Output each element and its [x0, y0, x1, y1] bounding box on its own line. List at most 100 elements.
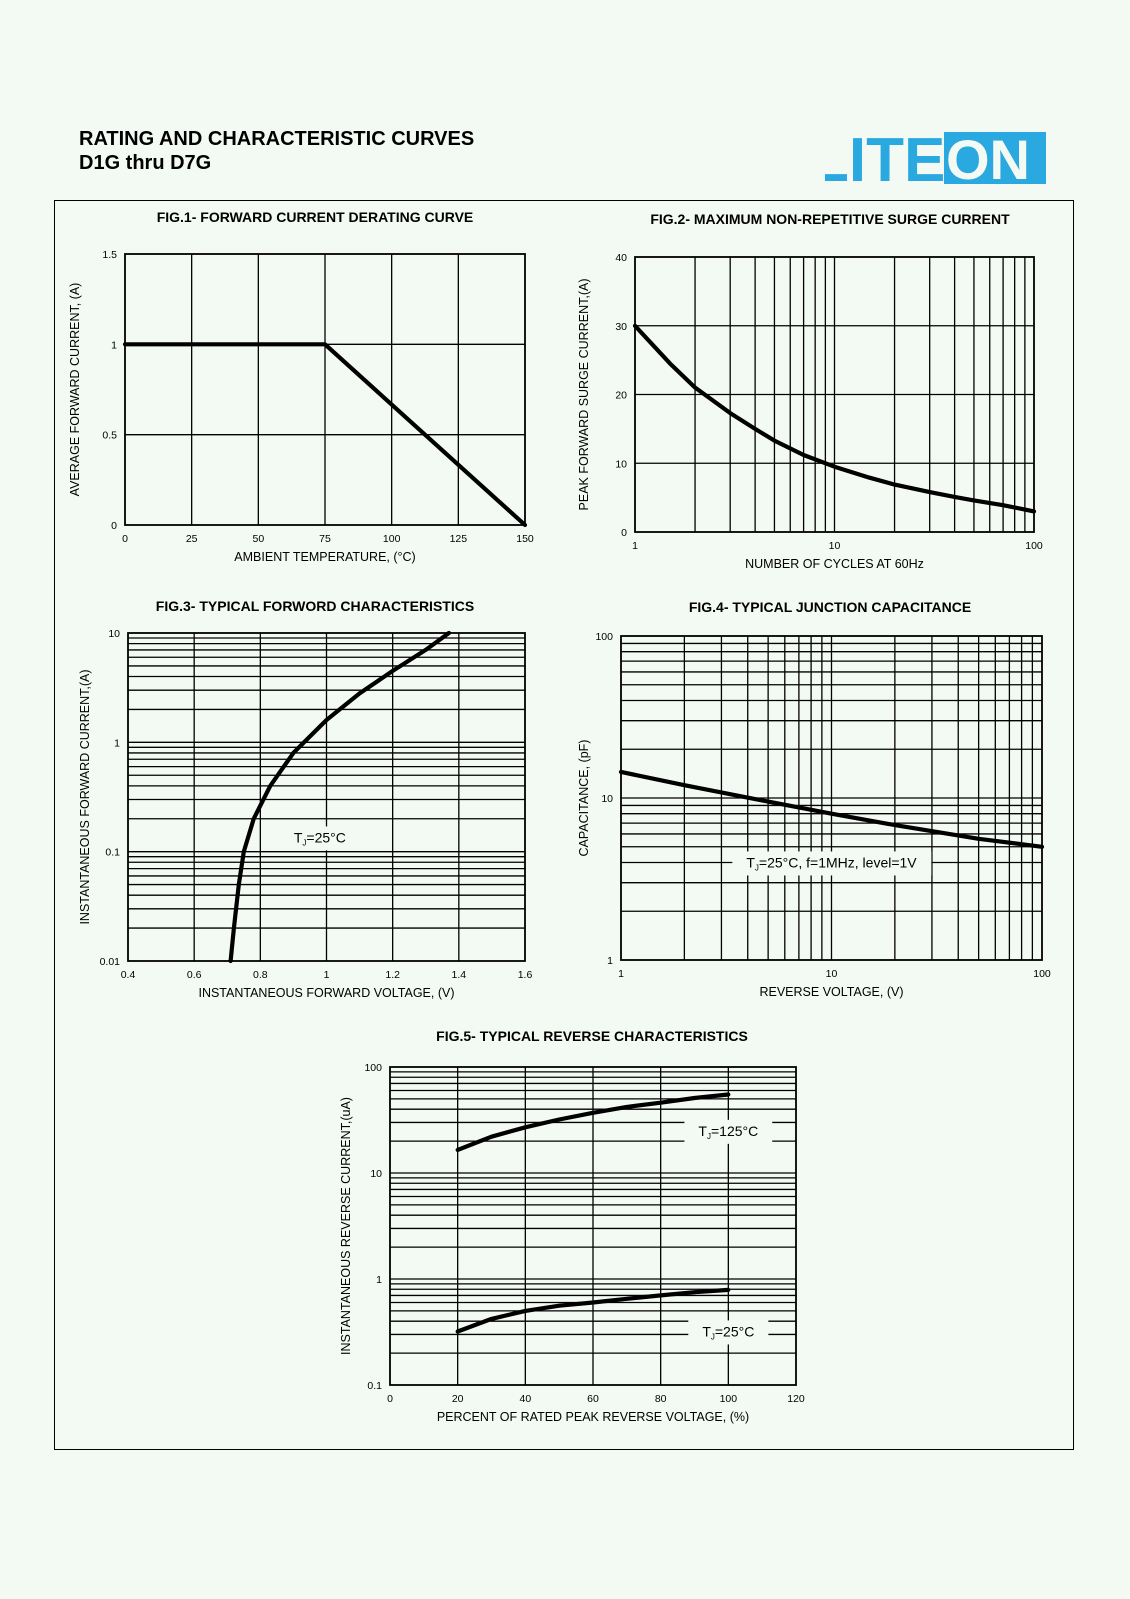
- chart-title: FIG.3- TYPICAL FORWORD CHARACTERISTICS: [156, 598, 474, 614]
- y-tick-label: 100: [364, 1062, 382, 1074]
- x-tick-label: 100: [1033, 968, 1051, 980]
- charts-frame: [54, 200, 1074, 1450]
- y-tick-label: 0.1: [367, 1380, 382, 1392]
- page-subtitle: D1G thru D7G: [79, 152, 212, 174]
- annotation-bg: [732, 851, 932, 876]
- x-tick-label: 1: [632, 540, 638, 552]
- x-axis-label: AMBIENT TEMPERATURE, (°C): [234, 550, 415, 564]
- y-tick-label: 40: [615, 252, 627, 264]
- plot-border: [634, 256, 1035, 533]
- y-axis-label: PEAK FORWARD SURGE CURRENT,(A): [577, 279, 591, 511]
- y-tick-label: 1: [114, 737, 120, 749]
- y-tick-label: 1: [376, 1274, 382, 1286]
- x-tick-label: 0.8: [253, 969, 268, 981]
- chart-grid: [621, 636, 1042, 960]
- annotation-text: TJ=25°C, f=1MHz, level=1V: [746, 854, 917, 872]
- annotation: TJ=25°C, f=1MHz, level=1V: [732, 851, 932, 876]
- y-tick-label: 0.5: [102, 430, 117, 442]
- x-tick-label: 1: [324, 969, 330, 981]
- x-tick-label: 10: [826, 968, 838, 980]
- chart-title: FIG.4- TYPICAL JUNCTION CAPACITANCE: [689, 599, 971, 615]
- series-line-2: [455, 1287, 731, 1334]
- x-tick-label: 25: [186, 533, 198, 545]
- y-tick-label: 0.01: [100, 956, 121, 968]
- x-tick-label: 40: [519, 1393, 531, 1405]
- chart-title: FIG.5- TYPICAL REVERSE CHARACTERISTICS: [436, 1028, 748, 1044]
- y-tick-label: 1: [607, 955, 613, 967]
- series-line-1: [618, 769, 1045, 849]
- chart-title: FIG.1- FORWARD CURRENT DERATING CURVE: [157, 209, 474, 225]
- series-line-1: [632, 323, 1037, 514]
- chart-title: FIG.2- MAXIMUM NON-REPETITIVE SURGE CURR…: [650, 211, 1010, 227]
- x-tick-label: 100: [383, 533, 401, 545]
- y-tick-label: 1: [111, 339, 117, 351]
- x-tick-label: 1.6: [518, 969, 533, 981]
- annotation-bg: [279, 826, 360, 851]
- y-tick-label: 0: [621, 527, 627, 539]
- x-tick-label: 1.4: [452, 969, 467, 981]
- y-axis-label: INSTANTANEOUS REVERSE CURRENT,(uA): [339, 1097, 353, 1355]
- logo-text-lite: LITE: [825, 127, 945, 189]
- x-tick-label: 0: [122, 533, 128, 545]
- x-tick-label: 60: [587, 1393, 599, 1405]
- x-tick-label: 100: [720, 1393, 738, 1405]
- y-tick-label: 10: [370, 1168, 382, 1180]
- x-tick-label: 0: [387, 1393, 393, 1405]
- x-tick-label: 80: [655, 1393, 667, 1405]
- chart-1: FIG.1- FORWARD CURRENT DERATING CURVE 0 25…: [68, 209, 534, 564]
- y-axis-label: CAPACITANCE, (pF): [577, 740, 591, 857]
- y-tick-label: 0.1: [105, 847, 120, 859]
- series-line-1: [228, 630, 451, 964]
- annotation: TJ=125°C: [684, 1119, 773, 1144]
- chart-4: FIG.4- TYPICAL JUNCTION CAPACITANCE 1 10 10…: [577, 599, 1051, 999]
- y-axis-label: AVERAGE FORWARD CURRENT, (A): [68, 283, 82, 497]
- annotation-text: TJ=25°C: [702, 1323, 754, 1341]
- chart-grid: [390, 1067, 796, 1385]
- x-tick-label: 125: [450, 533, 468, 545]
- x-tick-label: 1: [618, 968, 624, 980]
- chart-2: FIG.2- MAXIMUM NON-REPETITIVE SURGE CURR…: [577, 211, 1043, 571]
- annotation: TJ=25°C: [688, 1320, 769, 1345]
- plot-border: [124, 253, 526, 526]
- annotation-bg: [684, 1119, 773, 1144]
- x-tick-label: 1.2: [385, 969, 400, 981]
- chart-3: FIG.3- TYPICAL FORWORD CHARACTERISTICS 0.…: [78, 598, 532, 1000]
- annotation-text: TJ=125°C: [698, 1123, 758, 1141]
- logo-box: [944, 132, 1046, 184]
- y-tick-label: 20: [615, 390, 627, 402]
- annotation-bg: [688, 1320, 769, 1345]
- logo-text-on: ON: [946, 128, 1030, 189]
- chart-grid: [125, 254, 525, 525]
- chart-grid: [635, 257, 1034, 532]
- x-tick-label: 10: [829, 540, 841, 552]
- y-tick-label: 10: [615, 458, 627, 470]
- x-tick-label: 100: [1025, 540, 1043, 552]
- x-axis-label: PERCENT OF RATED PEAK REVERSE VOLTAGE, (…: [437, 1410, 749, 1424]
- x-tick-label: 75: [319, 533, 331, 545]
- x-tick-label: 20: [452, 1393, 464, 1405]
- x-tick-label: 150: [516, 533, 534, 545]
- x-axis-label: NUMBER OF CYCLES AT 60Hz: [745, 557, 924, 571]
- y-axis-label: INSTANTANEOUS FORWARD CURRENT,(A): [78, 669, 92, 924]
- series-line-1: [455, 1092, 731, 1153]
- plot-border: [127, 632, 526, 962]
- y-tick-label: 30: [615, 321, 627, 333]
- chart-5: FIG.5- TYPICAL REVERSE CHARACTERISTICS 0 2…: [339, 1028, 805, 1424]
- y-tick-label: 10: [108, 628, 120, 640]
- x-axis-label: REVERSE VOLTAGE, (V): [759, 985, 903, 999]
- x-tick-label: 0.4: [121, 969, 136, 981]
- plot-border: [620, 635, 1043, 961]
- page-title: RATING AND CHARACTERISTIC CURVES: [79, 128, 475, 150]
- chart-grid: [128, 633, 525, 961]
- y-tick-label: 10: [601, 793, 613, 805]
- series-line-1: [122, 342, 528, 528]
- y-tick-label: 100: [595, 631, 613, 643]
- x-tick-label: 0.6: [187, 969, 202, 981]
- annotation: TJ=25°C: [279, 826, 360, 851]
- liteon-logo: LITE ON: [825, 127, 1046, 189]
- annotation-text: TJ=25°C: [294, 829, 346, 847]
- y-tick-label: 1.5: [102, 249, 117, 261]
- plot-border: [389, 1066, 797, 1386]
- x-axis-label: INSTANTANEOUS FORWARD VOLTAGE, (V): [198, 986, 454, 1000]
